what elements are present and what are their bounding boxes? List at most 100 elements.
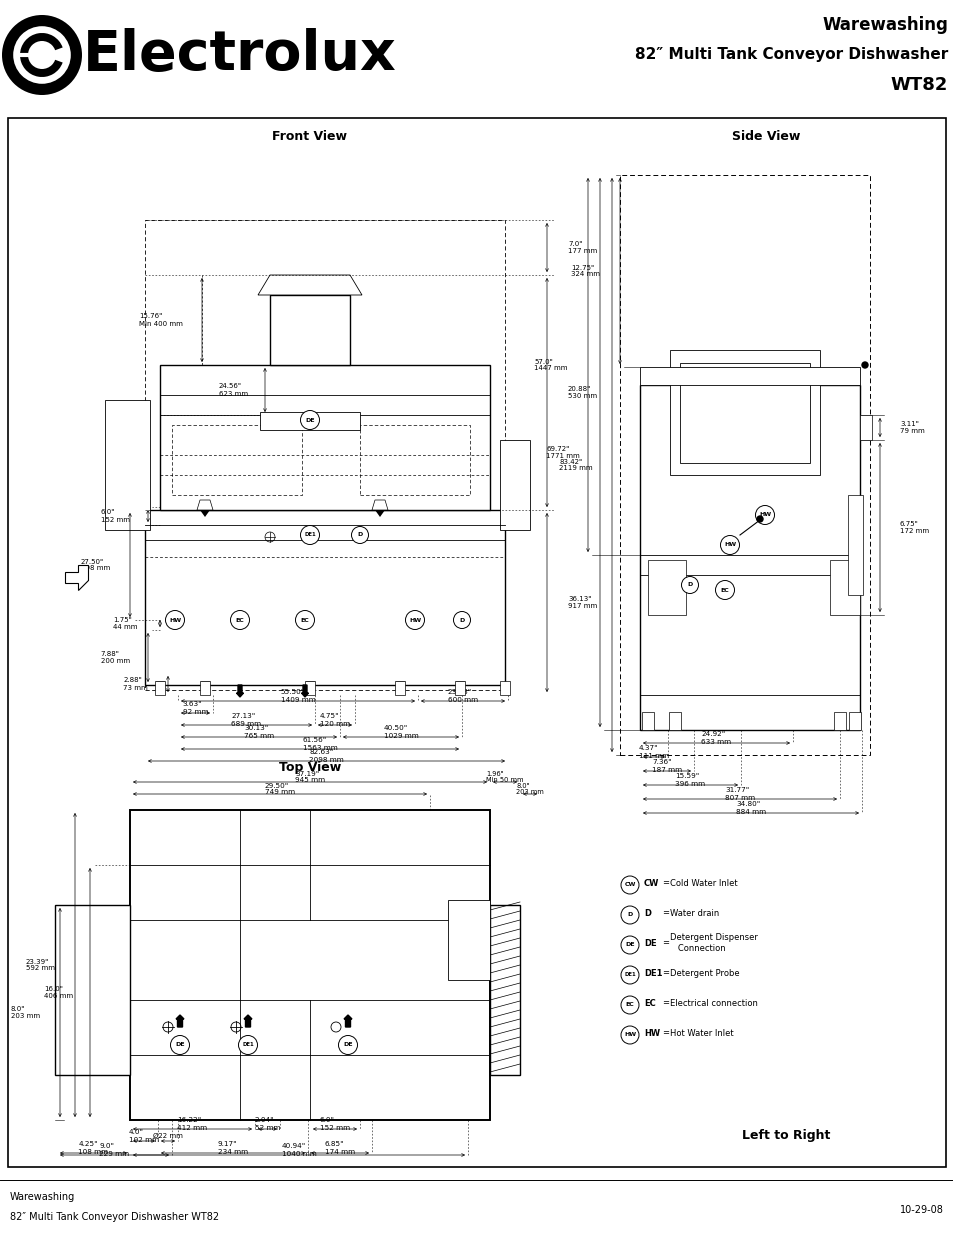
Polygon shape (375, 510, 385, 517)
Bar (833, 713, 845, 730)
Text: Detergent Probe: Detergent Probe (669, 968, 739, 977)
Circle shape (231, 610, 250, 630)
Circle shape (620, 876, 639, 894)
Text: 24.56"
623 mm: 24.56" 623 mm (218, 384, 248, 396)
Wedge shape (20, 33, 63, 77)
Bar (639, 367, 859, 385)
Text: =: = (661, 909, 668, 918)
Circle shape (28, 41, 56, 69)
Circle shape (13, 26, 71, 84)
Text: D: D (459, 618, 464, 622)
Text: EC: EC (235, 618, 244, 622)
Circle shape (620, 995, 639, 1014)
Text: 9.0"
229 mm: 9.0" 229 mm (99, 1144, 130, 1156)
Text: DE1: DE1 (304, 532, 315, 537)
Text: DE: DE (624, 942, 634, 947)
Circle shape (620, 936, 639, 953)
Circle shape (720, 536, 739, 555)
Text: 24.92"
633 mm: 24.92" 633 mm (700, 731, 731, 745)
Text: 15.59"
396 mm: 15.59" 396 mm (675, 773, 705, 787)
Circle shape (300, 526, 319, 545)
Text: CW: CW (643, 878, 659, 888)
Text: 82.63"
2098 mm: 82.63" 2098 mm (309, 750, 343, 762)
Text: 40.50"
1029 mm: 40.50" 1029 mm (383, 725, 418, 739)
Text: 10-29-08: 10-29-08 (900, 1205, 943, 1215)
Text: EC: EC (625, 1003, 634, 1008)
Text: Electrolux: Electrolux (83, 28, 396, 82)
Text: Cold Water Inlet: Cold Water Inlet (669, 878, 737, 888)
Circle shape (715, 580, 734, 599)
Text: D: D (687, 583, 692, 588)
Bar (499, 680, 510, 695)
FancyArrow shape (175, 1015, 184, 1028)
Text: 15.76"
Min 400 mm: 15.76" Min 400 mm (139, 314, 183, 326)
Text: 4.37"
111 mm: 4.37" 111 mm (639, 746, 668, 758)
Bar (4, 4, 414, 106)
Bar (848, 713, 861, 730)
Text: Left to Right: Left to Right (740, 1129, 829, 1141)
Text: 7.36"
187 mm: 7.36" 187 mm (651, 760, 681, 773)
Text: 34.80"
884 mm: 34.80" 884 mm (735, 802, 765, 815)
Text: Ø22 mm: Ø22 mm (152, 1132, 183, 1139)
Text: =: = (661, 878, 668, 888)
Text: WT82: WT82 (890, 77, 947, 94)
Text: 4.75"
120 mm: 4.75" 120 mm (319, 714, 350, 726)
Polygon shape (196, 500, 213, 510)
Text: 20.88"
530 mm: 20.88" 530 mm (567, 387, 597, 399)
Circle shape (300, 410, 319, 430)
FancyArrow shape (244, 1015, 252, 1028)
Circle shape (338, 1035, 357, 1055)
Text: HW: HW (623, 1032, 636, 1037)
Text: Side View: Side View (731, 131, 800, 143)
Text: 8.0"
203 mm: 8.0" 203 mm (516, 783, 543, 795)
FancyArrow shape (301, 685, 308, 697)
Bar (145, 510, 504, 685)
Bar (847, 495, 862, 595)
Bar (668, 713, 680, 730)
Circle shape (620, 906, 639, 924)
Text: Front View: Front View (273, 131, 347, 143)
Text: HW: HW (759, 513, 770, 517)
Bar (456, 680, 463, 693)
Text: EC: EC (720, 588, 729, 593)
Bar (201, 680, 209, 693)
Bar (105, 400, 150, 530)
Text: =: = (661, 1029, 668, 1037)
Text: DE1: DE1 (242, 1042, 253, 1047)
Bar (395, 680, 403, 693)
Text: D: D (643, 909, 650, 918)
Text: 1.75"
44 mm: 1.75" 44 mm (113, 618, 138, 630)
Text: DE: DE (175, 1042, 185, 1047)
Circle shape (620, 1026, 639, 1044)
Bar (639, 385, 859, 730)
Text: HW: HW (169, 618, 181, 622)
Text: =: = (661, 939, 668, 947)
Bar (55, 905, 130, 1074)
Text: Water drain: Water drain (669, 909, 719, 918)
Text: 9.17"
234 mm: 9.17" 234 mm (217, 1141, 248, 1155)
Polygon shape (372, 500, 388, 510)
Bar (260, 412, 359, 430)
Circle shape (2, 15, 82, 95)
Text: 6.75"
172 mm: 6.75" 172 mm (899, 521, 928, 534)
Text: 23.39"
592 mm: 23.39" 592 mm (26, 958, 55, 972)
Bar (490, 905, 519, 1074)
Circle shape (295, 610, 314, 630)
Text: DE: DE (643, 939, 656, 947)
Text: 57.0"
1447 mm: 57.0" 1447 mm (534, 358, 567, 372)
Bar (156, 680, 164, 693)
Text: 7.0"
177 mm: 7.0" 177 mm (567, 241, 597, 254)
Text: 30.13"
765 mm: 30.13" 765 mm (244, 725, 274, 739)
Circle shape (680, 577, 698, 594)
Bar (829, 559, 859, 615)
Bar (679, 363, 809, 463)
Circle shape (171, 1035, 190, 1055)
Text: Electrical connection: Electrical connection (669, 999, 757, 1008)
Text: 69.72"
1771 mm: 69.72" 1771 mm (546, 446, 579, 459)
Text: 1.96"
Min 50 mm: 1.96" Min 50 mm (486, 771, 523, 783)
Text: 2.88"
73 mm: 2.88" 73 mm (123, 678, 148, 690)
Circle shape (238, 1035, 257, 1055)
Bar (641, 713, 654, 730)
Text: 4.0"
102 mm: 4.0" 102 mm (129, 1130, 159, 1142)
Text: 36.13"
917 mm: 36.13" 917 mm (567, 597, 597, 609)
